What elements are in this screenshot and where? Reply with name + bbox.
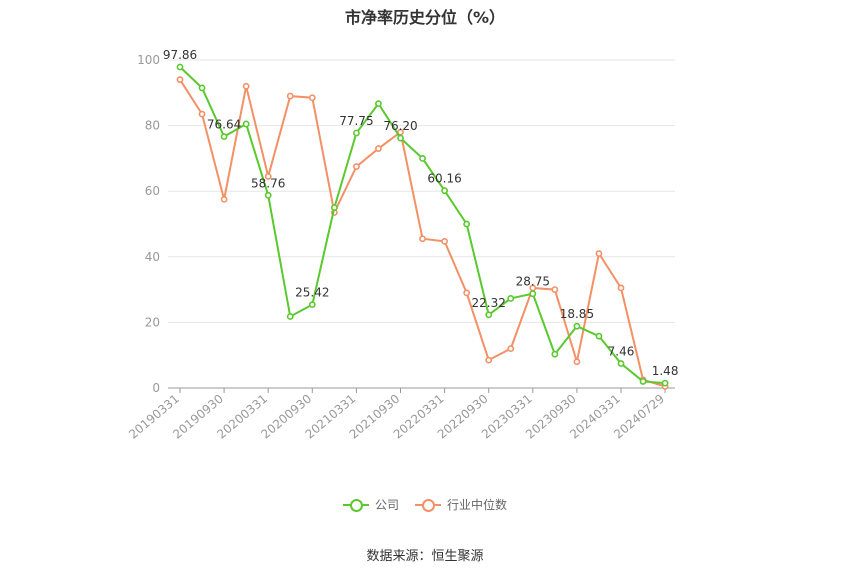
data-point [220, 133, 228, 141]
data-point [264, 173, 272, 180]
data-point [198, 110, 206, 118]
series-lines [176, 63, 669, 390]
legend: 公司 行业中位数 [0, 496, 850, 513]
legend-marker-company [349, 498, 363, 512]
data-point [441, 237, 448, 245]
legend-marker-industry [422, 498, 435, 512]
data-point [242, 120, 250, 128]
data-point [352, 163, 360, 170]
data-label: 25.42 [295, 286, 329, 300]
data-point [529, 290, 537, 298]
legend-item-industry[interactable]: 行业中位数 [415, 496, 507, 513]
source-note: 数据来源：恒生聚源 [366, 549, 484, 564]
data-point [661, 379, 669, 387]
y-tick-label: 0 [152, 381, 160, 395]
data-point [551, 350, 559, 358]
data-label: 1.48 [652, 364, 679, 378]
data-point [595, 250, 603, 257]
y-tick-label: 100 [137, 53, 160, 67]
data-point [617, 284, 625, 292]
y-tick-label: 20 [145, 315, 160, 329]
data-point [485, 311, 493, 319]
data-point [397, 134, 404, 142]
y-axis-ticks: 0 20 40 60 80 100 [137, 53, 160, 395]
data-point [507, 295, 515, 302]
data-label: 76.20 [383, 119, 417, 133]
data-point [176, 76, 184, 84]
data-label: 18.85 [560, 307, 594, 321]
data-labels: 97.86 76.64 58.76 25.42 77.75 76.20 60.16 22.32… [163, 48, 679, 378]
data-point [419, 154, 426, 162]
data-label: 97.86 [163, 48, 197, 62]
data-point [330, 204, 338, 211]
legend-swatch-company [342, 498, 369, 512]
data-point [176, 63, 184, 71]
data-label: 58.76 [251, 176, 285, 190]
legend-swatch-industry [415, 498, 441, 512]
data-point [375, 145, 382, 152]
data-point [352, 129, 360, 137]
data-point [198, 84, 206, 92]
data-label: 28.75 [516, 275, 550, 289]
data-point [463, 220, 471, 228]
data-point [485, 356, 493, 364]
data-point [463, 289, 471, 297]
legend-item-company[interactable]: 公司 [342, 496, 399, 513]
data-label: 22.32 [472, 296, 506, 310]
data-point [308, 94, 316, 102]
data-label: 7.46 [608, 345, 635, 359]
data-point [264, 191, 272, 199]
chart-title: 市净率历史分位（%） [344, 8, 506, 27]
y-tick-label: 60 [145, 184, 160, 198]
data-point [419, 235, 426, 243]
grid-lines [168, 59, 675, 323]
data-point [375, 100, 382, 108]
data-point [573, 358, 581, 366]
data-point [286, 313, 294, 320]
data-point [220, 195, 228, 203]
data-point [617, 360, 625, 367]
y-tick-label: 40 [145, 250, 160, 264]
x-axis: 2019033120190930202003312020093020210331… [126, 387, 675, 442]
data-label: 77.75 [339, 114, 373, 128]
data-point [551, 286, 559, 293]
data-point [573, 322, 581, 330]
data-point [242, 82, 250, 90]
data-point [507, 345, 515, 353]
data-label: 60.16 [427, 172, 461, 186]
data-point [441, 187, 448, 195]
data-point [595, 332, 603, 340]
y-tick-label: 80 [145, 119, 160, 133]
data-point [308, 301, 316, 309]
data-point [639, 378, 647, 385]
legend-label-industry: 行业中位数 [447, 498, 508, 512]
data-point [286, 92, 294, 100]
legend-label-company: 公司 [374, 498, 399, 512]
data-label: 76.64 [207, 118, 241, 132]
